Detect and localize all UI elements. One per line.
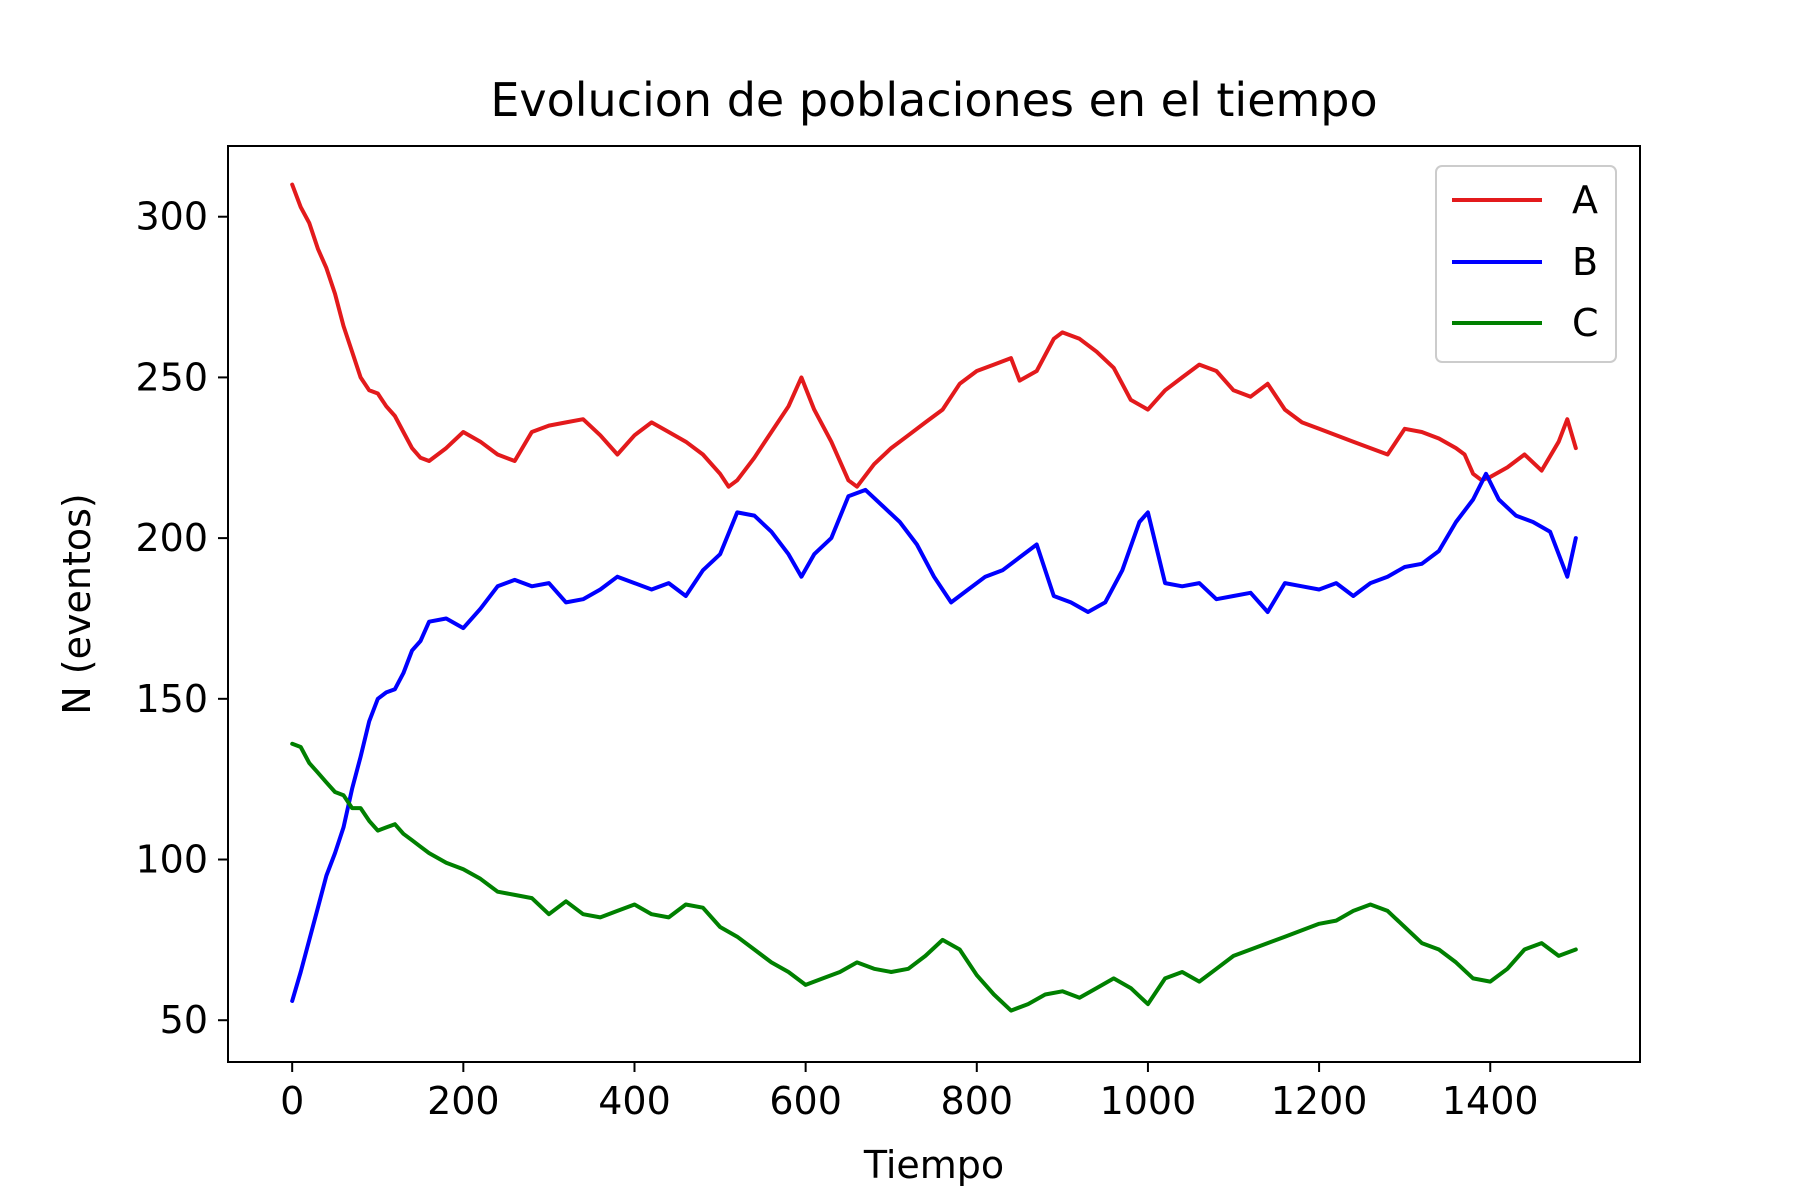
series-line-b bbox=[290, 471, 1578, 1003]
series-line-c bbox=[290, 741, 1578, 1013]
y-tick-label: 50 bbox=[160, 998, 208, 1042]
series-line-a bbox=[290, 182, 1578, 489]
y-tick-label: 100 bbox=[135, 838, 208, 882]
series-layer bbox=[290, 182, 1578, 1013]
chart-title: Evolucion de poblaciones en el tiempo bbox=[490, 73, 1377, 127]
y-tick-label: 300 bbox=[135, 195, 208, 239]
y-tick-label: 200 bbox=[135, 516, 208, 560]
x-tick-label: 600 bbox=[769, 1079, 842, 1123]
legend-label-a: A bbox=[1572, 178, 1598, 222]
x-tick-label: 1000 bbox=[1100, 1079, 1197, 1123]
x-tick-label: 0 bbox=[280, 1079, 304, 1123]
plot-frame bbox=[227, 145, 1641, 1063]
y-tick-label: 250 bbox=[135, 355, 208, 399]
y-axis: 50 100 150 200 250 300 bbox=[135, 195, 228, 1042]
x-tick-label: 1200 bbox=[1271, 1079, 1368, 1123]
y-tick-label: 150 bbox=[135, 677, 208, 721]
x-tick-label: 800 bbox=[941, 1079, 1014, 1123]
x-axis-label: Tiempo bbox=[863, 1143, 1004, 1187]
legend-label-c: C bbox=[1572, 301, 1599, 345]
x-tick-label: 1400 bbox=[1442, 1079, 1539, 1123]
legend: A B C bbox=[1435, 165, 1617, 363]
y-axis-label: N (eventos) bbox=[55, 493, 99, 714]
x-axis: 0 200 400 600 800 1000 1200 1400 bbox=[280, 1062, 1539, 1123]
x-tick-label: 400 bbox=[598, 1079, 671, 1123]
legend-label-b: B bbox=[1572, 240, 1598, 284]
x-tick-label: 200 bbox=[427, 1079, 500, 1123]
